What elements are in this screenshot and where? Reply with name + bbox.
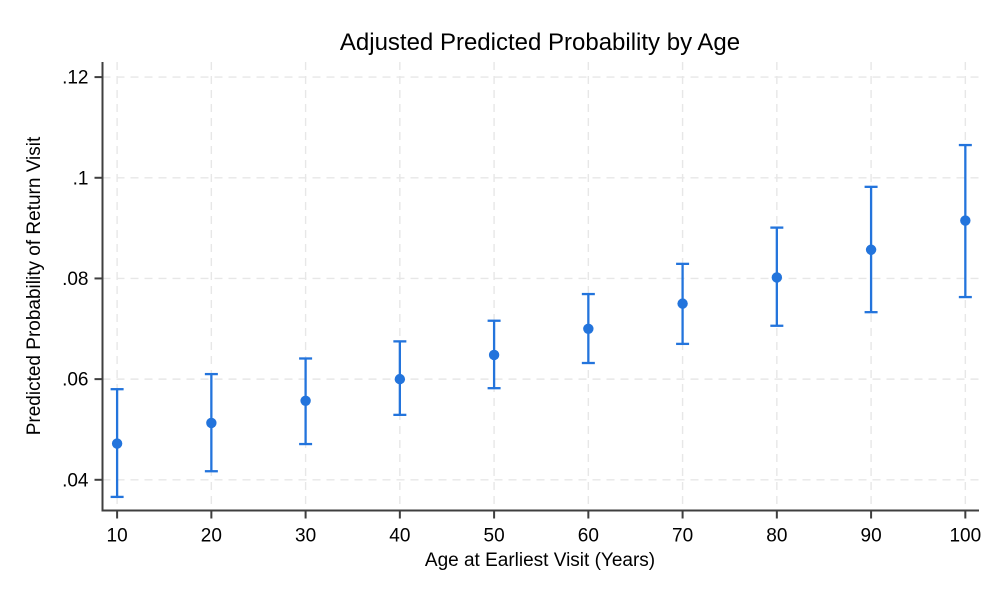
- y-tick-label: .04: [62, 470, 89, 491]
- error-bar-group: [864, 185, 878, 314]
- axes: .04 .06 .08 .1 .12 10 20 30 40 50 60 70 80 90 100: [62, 62, 981, 547]
- x-tick-label: 50: [484, 526, 505, 547]
- error-bar-group: [581, 292, 595, 365]
- data-point: [488, 349, 500, 361]
- error-bar-group: [676, 262, 690, 346]
- data-point: [865, 244, 877, 255]
- error-bar-group: [204, 372, 218, 473]
- data-point: [394, 373, 406, 385]
- error-bar-group: [770, 226, 784, 327]
- error-bar-group: [958, 143, 972, 299]
- data-point: [111, 438, 123, 449]
- chart-title: Adjusted Predicted Probability by Age: [340, 29, 740, 56]
- data-point: [771, 272, 783, 283]
- x-tick-label: 40: [389, 526, 410, 547]
- y-tick-label: .06: [62, 370, 88, 391]
- x-tick-label: 20: [201, 526, 222, 547]
- y-tick-label: .1: [73, 168, 89, 189]
- data-point: [583, 323, 594, 334]
- error-bar-group: [487, 319, 501, 390]
- x-tick-label: 90: [861, 526, 882, 547]
- x-tick-label: 10: [107, 526, 128, 547]
- error-bar-series: [110, 143, 972, 499]
- error-bar-group: [110, 388, 124, 499]
- x-tick-label: 70: [672, 526, 693, 547]
- y-tick-label: .08: [62, 269, 88, 290]
- y-tick-label: .12: [62, 68, 88, 89]
- x-tick-label: 80: [766, 526, 787, 547]
- x-axis-title: Age at Earliest Visit (Years): [425, 550, 655, 571]
- x-tick-label: 100: [949, 526, 981, 547]
- x-tick-label: 60: [578, 526, 599, 547]
- data-point: [206, 417, 217, 429]
- gridlines: [102, 62, 979, 511]
- data-point: [960, 215, 971, 226]
- data-point: [677, 298, 688, 309]
- x-tick-label: 30: [295, 526, 316, 547]
- error-bar-group: [299, 357, 313, 446]
- error-bar-group: [393, 340, 407, 417]
- data-point: [300, 395, 311, 406]
- y-axis-title: Predicted Probability of Return Visit: [24, 136, 45, 435]
